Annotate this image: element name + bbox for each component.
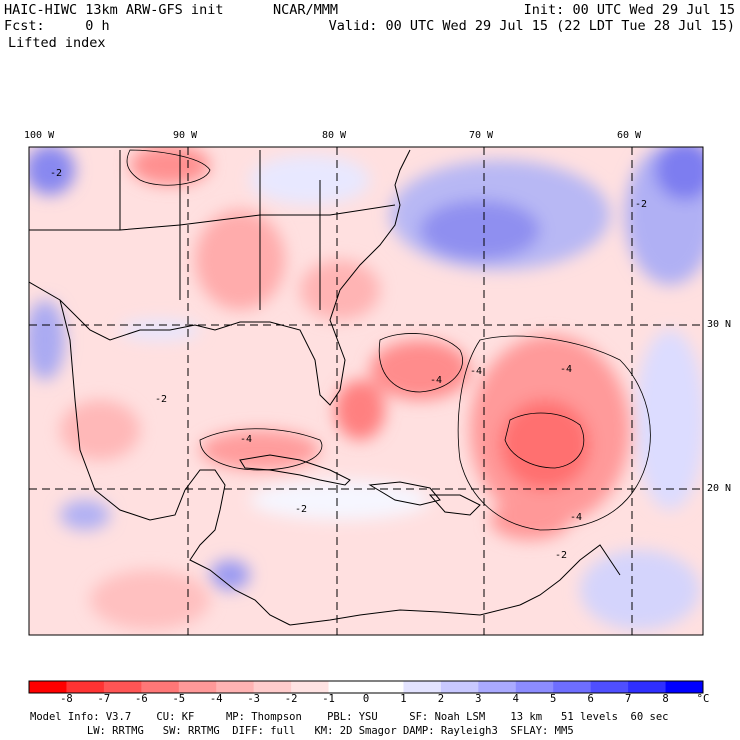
colorbar-tick-label: -3 — [247, 693, 260, 705]
colorbar-swatch — [440, 681, 479, 693]
contour-label-group: -2 -2 -2 -2 -2 -4 -4 -4 -4 -4 — [50, 168, 647, 561]
colorbar-swatch — [366, 681, 404, 693]
colorbar-tick-label: -7 — [97, 693, 111, 705]
contour-label: -2 — [295, 504, 307, 515]
init-time: Init: 00 UTC Wed 29 Jul 15 — [523, 2, 735, 18]
footer-model-info: Model Info: V3.7 CU: KF MP: Thompson PBL… — [30, 711, 669, 723]
colorbar-tick-label: 2 — [437, 693, 445, 705]
contour-label: -2 — [155, 394, 167, 405]
contour-label: -2 — [50, 168, 62, 179]
lon-label: 100 W — [24, 130, 55, 141]
colorbar-swatch — [216, 681, 255, 693]
contour-label: -4 — [430, 375, 442, 386]
valid-time: Valid: 00 UTC Wed 29 Jul 15 (22 LDT Tue … — [328, 18, 735, 34]
colorbar-tick-label: 5 — [550, 693, 557, 705]
contours — [126, 149, 651, 531]
map-frame — [28, 146, 704, 636]
colorbar-swatch — [328, 681, 367, 693]
colorbar-tick-label: -6 — [135, 693, 148, 705]
colorbar-swatch — [553, 681, 592, 693]
colorbar-tick-label: -5 — [172, 693, 186, 705]
field-name: Lifted index — [8, 35, 106, 51]
contour-label: -4 — [570, 512, 582, 523]
colorbar-tick-label: -2 — [284, 693, 298, 705]
colorbar-tick-label: 1 — [400, 693, 407, 705]
colorbar-swatch — [403, 681, 442, 693]
colorbar-tick-label: 8 — [662, 693, 669, 705]
colorbar-tick-label: 0 — [362, 693, 370, 705]
lat-label: 30 N — [707, 319, 732, 330]
lon-label: 70 W — [469, 130, 494, 141]
model-title: HAIC-HIWC 13km ARW-GFS init — [4, 2, 224, 18]
lon-label: 90 W — [173, 130, 198, 141]
colorbar-swatch — [66, 681, 105, 693]
colorbar-frame — [28, 680, 704, 694]
colorbar-tick-label: 3 — [475, 693, 482, 705]
colorbar-swatch — [628, 681, 667, 693]
contour-label: -4 — [470, 366, 482, 377]
contour-label: -4 — [240, 434, 252, 445]
lon-label: 80 W — [322, 130, 347, 141]
colorbar-swatch — [178, 681, 217, 693]
colorbar-tick-label: 6 — [587, 693, 594, 705]
colorbar-unit: °C — [696, 693, 710, 705]
colorbar-swatch — [665, 681, 704, 693]
footer-physics-info: LW: RRTMG SW: RRTMG DIFF: full KM: 2D Sm… — [30, 725, 574, 737]
colorbar-swatch — [29, 681, 67, 693]
colorbar-tick-label: 7 — [624, 693, 632, 705]
colorbar-swatch — [141, 681, 180, 693]
colorbar-tick-label: -1 — [322, 693, 335, 705]
lat-label: 20 N — [707, 483, 732, 494]
colorbar-swatch — [253, 681, 292, 693]
colorbar-swatch — [291, 681, 330, 693]
forecast-hour: Fcst: 0 h — [4, 18, 110, 34]
colorbar-tick-label: 4 — [512, 693, 519, 705]
contour-label: -4 — [560, 364, 572, 375]
colorbar-swatch — [478, 681, 517, 693]
map-field — [29, 147, 703, 635]
lon-label: 60 W — [617, 130, 642, 141]
contour-label: -2 — [555, 550, 567, 561]
colorbar-swatch — [103, 681, 142, 693]
colorbar-tick-label: -4 — [209, 693, 223, 705]
org-label: NCAR/MMM — [273, 2, 339, 18]
coastlines — [29, 149, 621, 626]
colorbar-tick-label: -8 — [60, 693, 73, 705]
colorbar-swatch — [515, 681, 554, 693]
contour-label: -2 — [635, 199, 647, 210]
colorbar-swatch — [590, 681, 629, 693]
colorbar — [28, 680, 704, 694]
graticule — [29, 147, 703, 635]
